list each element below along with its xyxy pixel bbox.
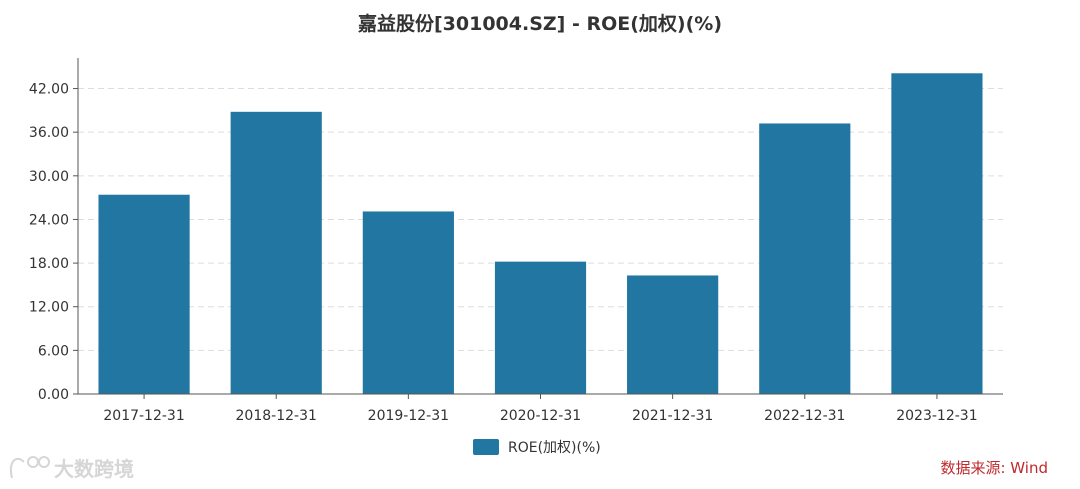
watermark-logo-icon bbox=[10, 456, 50, 479]
y-tick-label: 36.00 bbox=[29, 125, 69, 141]
x-tick-label: 2020-12-31 bbox=[500, 408, 581, 424]
bar[interactable] bbox=[230, 111, 322, 395]
x-tick-label: 2022-12-31 bbox=[764, 408, 845, 424]
x-tick-label: 2017-12-31 bbox=[103, 408, 184, 424]
x-tick-label: 2021-12-31 bbox=[632, 408, 713, 424]
x-tick-labels: 2017-12-31 2018-12-31 2019-12-31 2020-12-31… bbox=[103, 408, 977, 424]
x-tick-label: 2019-12-31 bbox=[368, 408, 449, 424]
watermark: 大数跨境 bbox=[10, 456, 134, 481]
bar[interactable] bbox=[494, 261, 587, 394]
y-tick-label: 30.00 bbox=[29, 169, 69, 185]
chart-title: 嘉益股份[301004.SZ] - ROE(加权)(%) bbox=[357, 12, 722, 35]
legend-swatch bbox=[473, 439, 499, 455]
y-tick-label: 6.00 bbox=[38, 343, 69, 359]
bar[interactable] bbox=[891, 73, 983, 394]
bars bbox=[98, 73, 983, 395]
y-tick-label: 24.00 bbox=[29, 212, 69, 228]
bar[interactable] bbox=[627, 275, 719, 394]
bar[interactable] bbox=[362, 211, 454, 394]
bar[interactable] bbox=[759, 123, 851, 395]
y-tick-label: 42.00 bbox=[29, 82, 69, 98]
bar[interactable] bbox=[98, 194, 190, 394]
y-tick-label: 12.00 bbox=[29, 300, 69, 316]
x-tick-label: 2023-12-31 bbox=[896, 408, 977, 424]
x-tick-label: 2018-12-31 bbox=[236, 408, 317, 424]
legend-label: ROE(加权)(%) bbox=[508, 440, 601, 456]
y-tick-label: 0.00 bbox=[38, 387, 69, 403]
y-tick-labels: 0.00 6.00 12.00 18.00 24.00 30.00 36.00 42.00 bbox=[29, 82, 69, 403]
legend[interactable]: ROE(加权)(%) bbox=[473, 439, 601, 456]
source-label: 数据来源: Wind bbox=[940, 459, 1048, 477]
y-tick-label: 18.00 bbox=[29, 256, 69, 272]
watermark-text: 大数跨境 bbox=[54, 457, 134, 481]
axes bbox=[73, 58, 1003, 399]
